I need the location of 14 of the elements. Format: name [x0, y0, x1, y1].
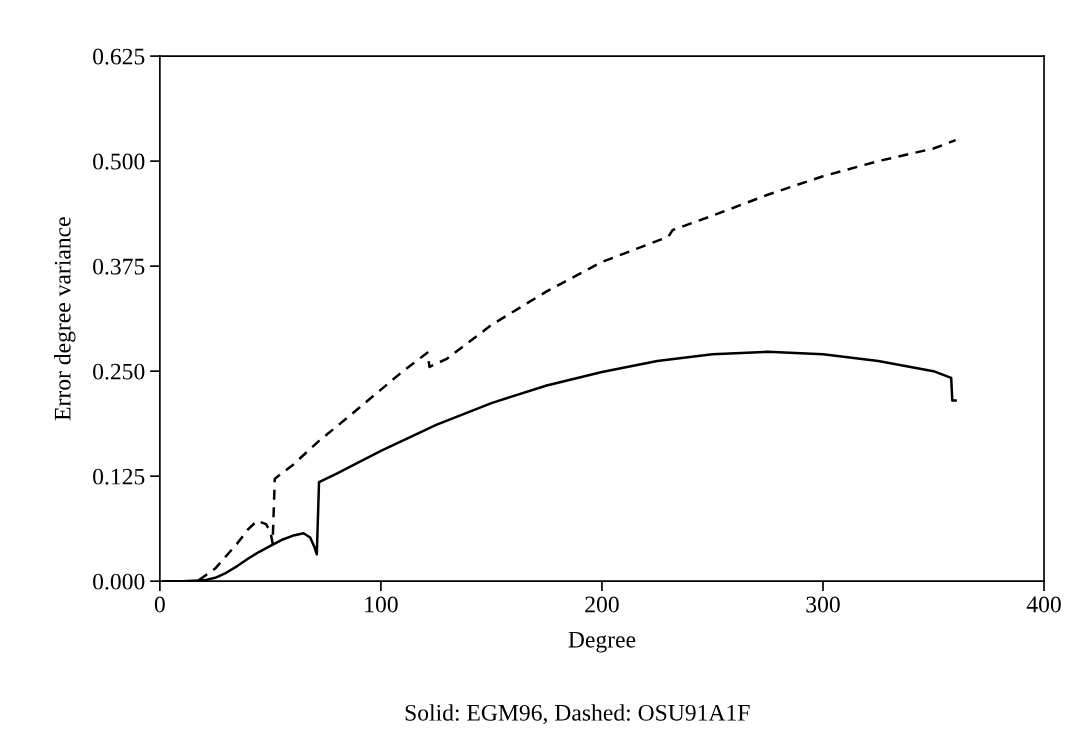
y-tick-label: 0.125 [93, 468, 145, 485]
y-tick-label: 0.250 [93, 363, 145, 380]
x-tick-label: 200 [585, 596, 619, 613]
y-axis-title: Error degree variance [54, 217, 76, 421]
x-tick-label: 300 [806, 596, 840, 613]
text: Solid: EGM96, Dashed: OSU91A1F [405, 704, 750, 725]
y-tick-label: 0.375 [93, 258, 145, 275]
x-tick-label: 100 [365, 596, 398, 613]
x-tick-label: 400 [1026, 596, 1061, 613]
y-tick-label: 0.500 [93, 153, 145, 170]
x-tick-label: 0 [154, 596, 165, 613]
x-axis-title: Degree [568, 631, 636, 653]
y-tick-label: 0.000 [93, 573, 145, 590]
y-tick-label: 0.625 [93, 48, 145, 65]
